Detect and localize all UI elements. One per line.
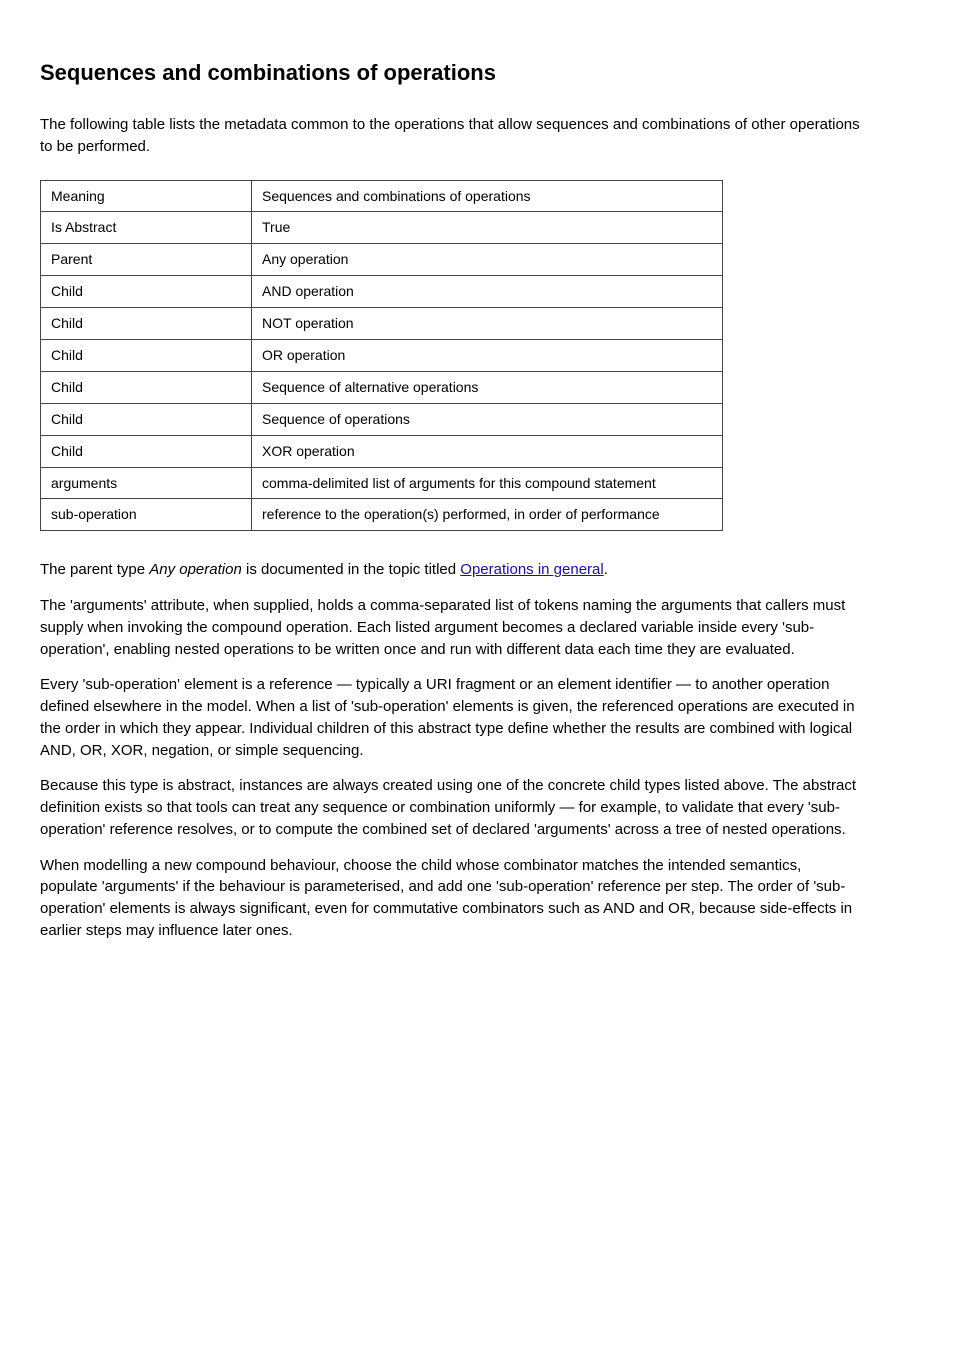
table-cell-key: Meaning xyxy=(41,180,252,212)
table-cell-value: Sequence of alternative operations xyxy=(252,371,723,403)
text-fragment: is documented in the topic titled xyxy=(242,561,460,578)
table-cell-value: True xyxy=(252,212,723,244)
table-cell-key: Parent xyxy=(41,244,252,276)
table-cell-key: Child xyxy=(41,403,252,435)
table-cell-key: Is Abstract xyxy=(41,212,252,244)
arguments-explanation-paragraph: The 'arguments' attribute, when supplied… xyxy=(40,595,860,660)
table-cell-value: Sequences and combinations of operations xyxy=(252,180,723,212)
table-cell-value: AND operation xyxy=(252,276,723,308)
parent-type-name: Any operation xyxy=(149,561,242,578)
table-cell-key: Child xyxy=(41,371,252,403)
table-cell-key: sub-operation xyxy=(41,499,252,531)
table-row: argumentscomma-delimited list of argumen… xyxy=(41,467,723,499)
table-row: ChildSequence of alternative operations xyxy=(41,371,723,403)
table-cell-key: Child xyxy=(41,308,252,340)
table-row: ChildSequence of operations xyxy=(41,403,723,435)
intro-paragraph: The following table lists the metadata c… xyxy=(40,114,860,158)
table-cell-value: XOR operation xyxy=(252,435,723,467)
page-title: Sequences and combinations of operations xyxy=(40,60,914,86)
page: Sequences and combinations of operations… xyxy=(0,0,954,1351)
table-cell-value: comma-delimited list of arguments for th… xyxy=(252,467,723,499)
operations-in-general-link[interactable]: Operations in general xyxy=(460,561,603,578)
body-text: The parent type Any operation is documen… xyxy=(40,559,860,941)
table-row: ChildAND operation xyxy=(41,276,723,308)
abstract-note-paragraph: Because this type is abstract, instances… xyxy=(40,775,860,840)
table-row: sub-operationreference to the operation(… xyxy=(41,499,723,531)
table-row: ParentAny operation xyxy=(41,244,723,276)
metadata-table: MeaningSequences and combinations of ope… xyxy=(40,180,723,532)
metadata-table-body: MeaningSequences and combinations of ope… xyxy=(41,180,723,531)
table-row: MeaningSequences and combinations of ope… xyxy=(41,180,723,212)
table-cell-value: NOT operation xyxy=(252,308,723,340)
table-cell-key: Child xyxy=(41,435,252,467)
table-cell-value: Sequence of operations xyxy=(252,403,723,435)
table-row: ChildNOT operation xyxy=(41,308,723,340)
text-fragment: The parent type xyxy=(40,561,149,578)
table-cell-value: reference to the operation(s) performed,… xyxy=(252,499,723,531)
table-row: ChildOR operation xyxy=(41,339,723,371)
table-cell-value: OR operation xyxy=(252,339,723,371)
table-row: Is AbstractTrue xyxy=(41,212,723,244)
parent-reference-paragraph: The parent type Any operation is documen… xyxy=(40,559,860,581)
usage-guidance-paragraph: When modelling a new compound behaviour,… xyxy=(40,855,860,942)
sub-operation-explanation-paragraph: Every 'sub-operation' element is a refer… xyxy=(40,674,860,761)
table-cell-value: Any operation xyxy=(252,244,723,276)
table-cell-key: Child xyxy=(41,339,252,371)
table-row: ChildXOR operation xyxy=(41,435,723,467)
text-fragment: . xyxy=(604,561,608,578)
table-cell-key: arguments xyxy=(41,467,252,499)
table-cell-key: Child xyxy=(41,276,252,308)
